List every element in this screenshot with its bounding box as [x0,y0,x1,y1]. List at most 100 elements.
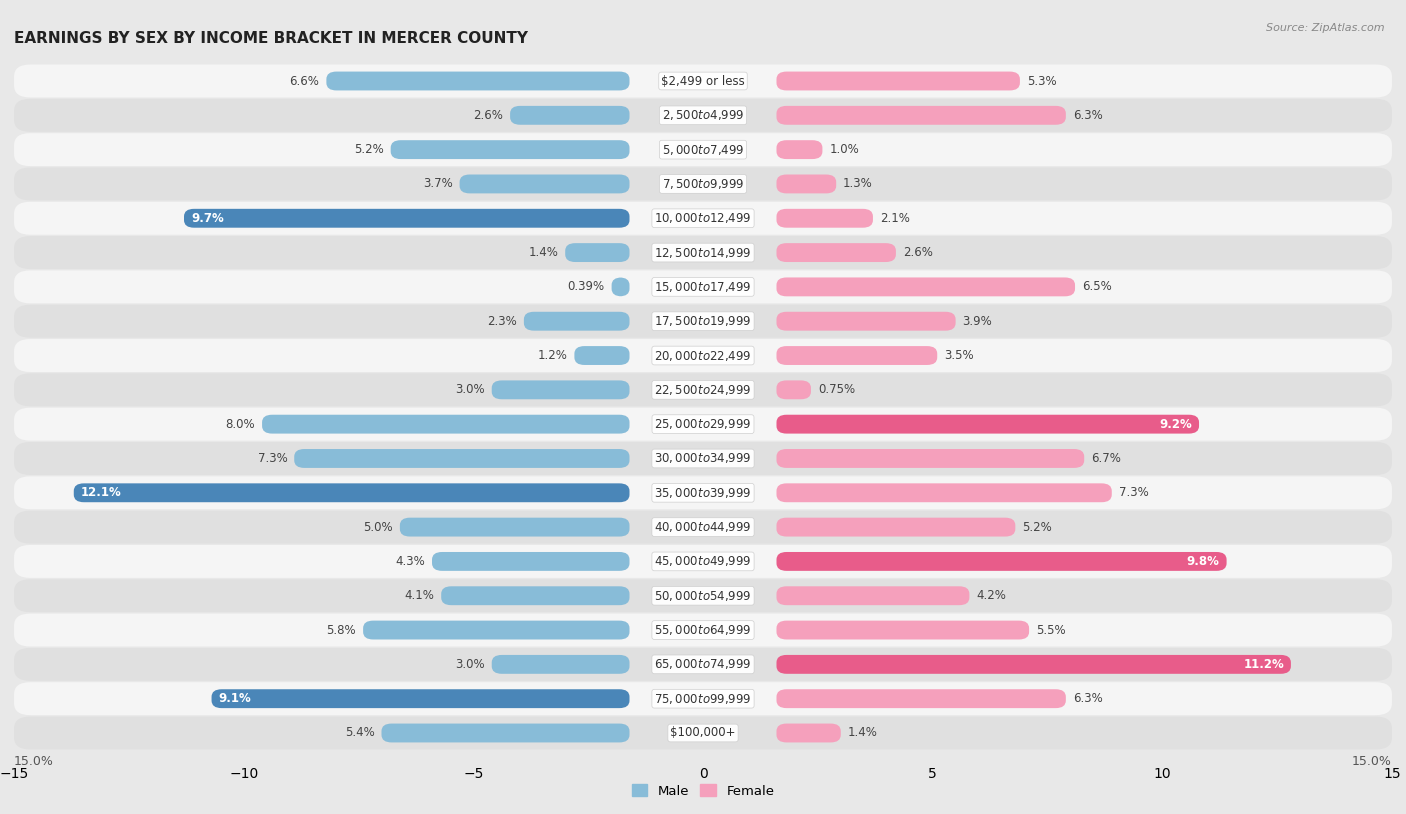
Text: $45,000 to $49,999: $45,000 to $49,999 [654,554,752,568]
FancyBboxPatch shape [612,278,630,296]
FancyBboxPatch shape [14,64,1392,98]
Text: $12,500 to $14,999: $12,500 to $14,999 [654,246,752,260]
Text: 1.4%: 1.4% [848,727,877,739]
Text: 15.0%: 15.0% [14,755,53,768]
Text: $22,500 to $24,999: $22,500 to $24,999 [654,383,752,397]
FancyBboxPatch shape [776,346,938,365]
Text: 6.7%: 6.7% [1091,452,1121,465]
FancyBboxPatch shape [776,72,1019,90]
Text: Source: ZipAtlas.com: Source: ZipAtlas.com [1267,23,1385,33]
FancyBboxPatch shape [776,586,969,605]
FancyBboxPatch shape [776,689,1066,708]
Text: 0.39%: 0.39% [568,280,605,293]
FancyBboxPatch shape [14,580,1392,612]
FancyBboxPatch shape [524,312,630,330]
FancyBboxPatch shape [776,174,837,194]
FancyBboxPatch shape [776,518,1015,536]
FancyBboxPatch shape [14,236,1392,269]
FancyBboxPatch shape [363,620,630,640]
FancyBboxPatch shape [776,414,1199,434]
Text: $40,000 to $44,999: $40,000 to $44,999 [654,520,752,534]
FancyBboxPatch shape [441,586,630,605]
Text: 5.3%: 5.3% [1026,75,1056,87]
Text: $65,000 to $74,999: $65,000 to $74,999 [654,658,752,672]
Text: $25,000 to $29,999: $25,000 to $29,999 [654,417,752,431]
FancyBboxPatch shape [776,243,896,262]
Text: 1.0%: 1.0% [830,143,859,156]
FancyBboxPatch shape [510,106,630,125]
FancyBboxPatch shape [14,374,1392,406]
FancyBboxPatch shape [776,278,1076,296]
Text: $20,000 to $22,499: $20,000 to $22,499 [654,348,752,362]
FancyBboxPatch shape [399,518,630,536]
Text: 11.2%: 11.2% [1243,658,1284,671]
FancyBboxPatch shape [776,380,811,400]
FancyBboxPatch shape [460,174,630,194]
FancyBboxPatch shape [492,380,630,400]
FancyBboxPatch shape [184,209,630,228]
Text: 1.3%: 1.3% [844,177,873,190]
Text: 2.6%: 2.6% [903,246,932,259]
Text: EARNINGS BY SEX BY INCOME BRACKET IN MERCER COUNTY: EARNINGS BY SEX BY INCOME BRACKET IN MER… [14,31,529,46]
Text: 5.5%: 5.5% [1036,624,1066,637]
FancyBboxPatch shape [14,202,1392,234]
Text: 4.2%: 4.2% [976,589,1007,602]
FancyBboxPatch shape [14,168,1392,200]
FancyBboxPatch shape [14,614,1392,646]
Text: 0.75%: 0.75% [818,383,855,396]
FancyBboxPatch shape [14,476,1392,510]
Text: $10,000 to $12,499: $10,000 to $12,499 [654,212,752,225]
FancyBboxPatch shape [14,98,1392,132]
Text: 6.5%: 6.5% [1083,280,1112,293]
FancyBboxPatch shape [492,655,630,674]
FancyBboxPatch shape [776,655,1291,674]
FancyBboxPatch shape [776,484,1112,502]
FancyBboxPatch shape [14,408,1392,440]
Text: 6.3%: 6.3% [1073,109,1102,122]
Text: 6.3%: 6.3% [1073,692,1102,705]
FancyBboxPatch shape [14,270,1392,304]
FancyBboxPatch shape [14,133,1392,166]
FancyBboxPatch shape [14,339,1392,372]
Text: $55,000 to $64,999: $55,000 to $64,999 [654,623,752,637]
Text: $7,500 to $9,999: $7,500 to $9,999 [662,177,744,191]
Text: 5.8%: 5.8% [326,624,356,637]
FancyBboxPatch shape [14,545,1392,578]
FancyBboxPatch shape [432,552,630,571]
FancyBboxPatch shape [776,209,873,228]
FancyBboxPatch shape [575,346,630,365]
Text: 3.5%: 3.5% [945,349,974,362]
Text: $50,000 to $54,999: $50,000 to $54,999 [654,589,752,602]
Text: 6.6%: 6.6% [290,75,319,87]
Text: $35,000 to $39,999: $35,000 to $39,999 [654,486,752,500]
Text: $17,500 to $19,999: $17,500 to $19,999 [654,314,752,328]
Text: $100,000+: $100,000+ [671,727,735,739]
FancyBboxPatch shape [14,682,1392,716]
FancyBboxPatch shape [14,716,1392,750]
Text: $2,499 or less: $2,499 or less [661,75,745,87]
Text: 9.2%: 9.2% [1160,418,1192,431]
FancyBboxPatch shape [776,620,1029,640]
FancyBboxPatch shape [776,312,956,330]
Text: 4.1%: 4.1% [405,589,434,602]
Text: $15,000 to $17,499: $15,000 to $17,499 [654,280,752,294]
Text: 2.1%: 2.1% [880,212,910,225]
Text: 7.3%: 7.3% [1119,486,1149,499]
FancyBboxPatch shape [776,552,1226,571]
FancyBboxPatch shape [211,689,630,708]
FancyBboxPatch shape [326,72,630,90]
Legend: Male, Female: Male, Female [626,779,780,803]
FancyBboxPatch shape [391,140,630,159]
Text: 2.6%: 2.6% [474,109,503,122]
Text: 9.1%: 9.1% [218,692,252,705]
Text: 4.3%: 4.3% [395,555,425,568]
Text: 9.7%: 9.7% [191,212,224,225]
Text: 12.1%: 12.1% [80,486,121,499]
Text: 1.2%: 1.2% [537,349,568,362]
Text: 8.0%: 8.0% [225,418,256,431]
Text: 2.3%: 2.3% [488,315,517,328]
Text: 3.9%: 3.9% [963,315,993,328]
Text: 9.8%: 9.8% [1187,555,1219,568]
FancyBboxPatch shape [262,414,630,434]
Text: 3.0%: 3.0% [456,383,485,396]
